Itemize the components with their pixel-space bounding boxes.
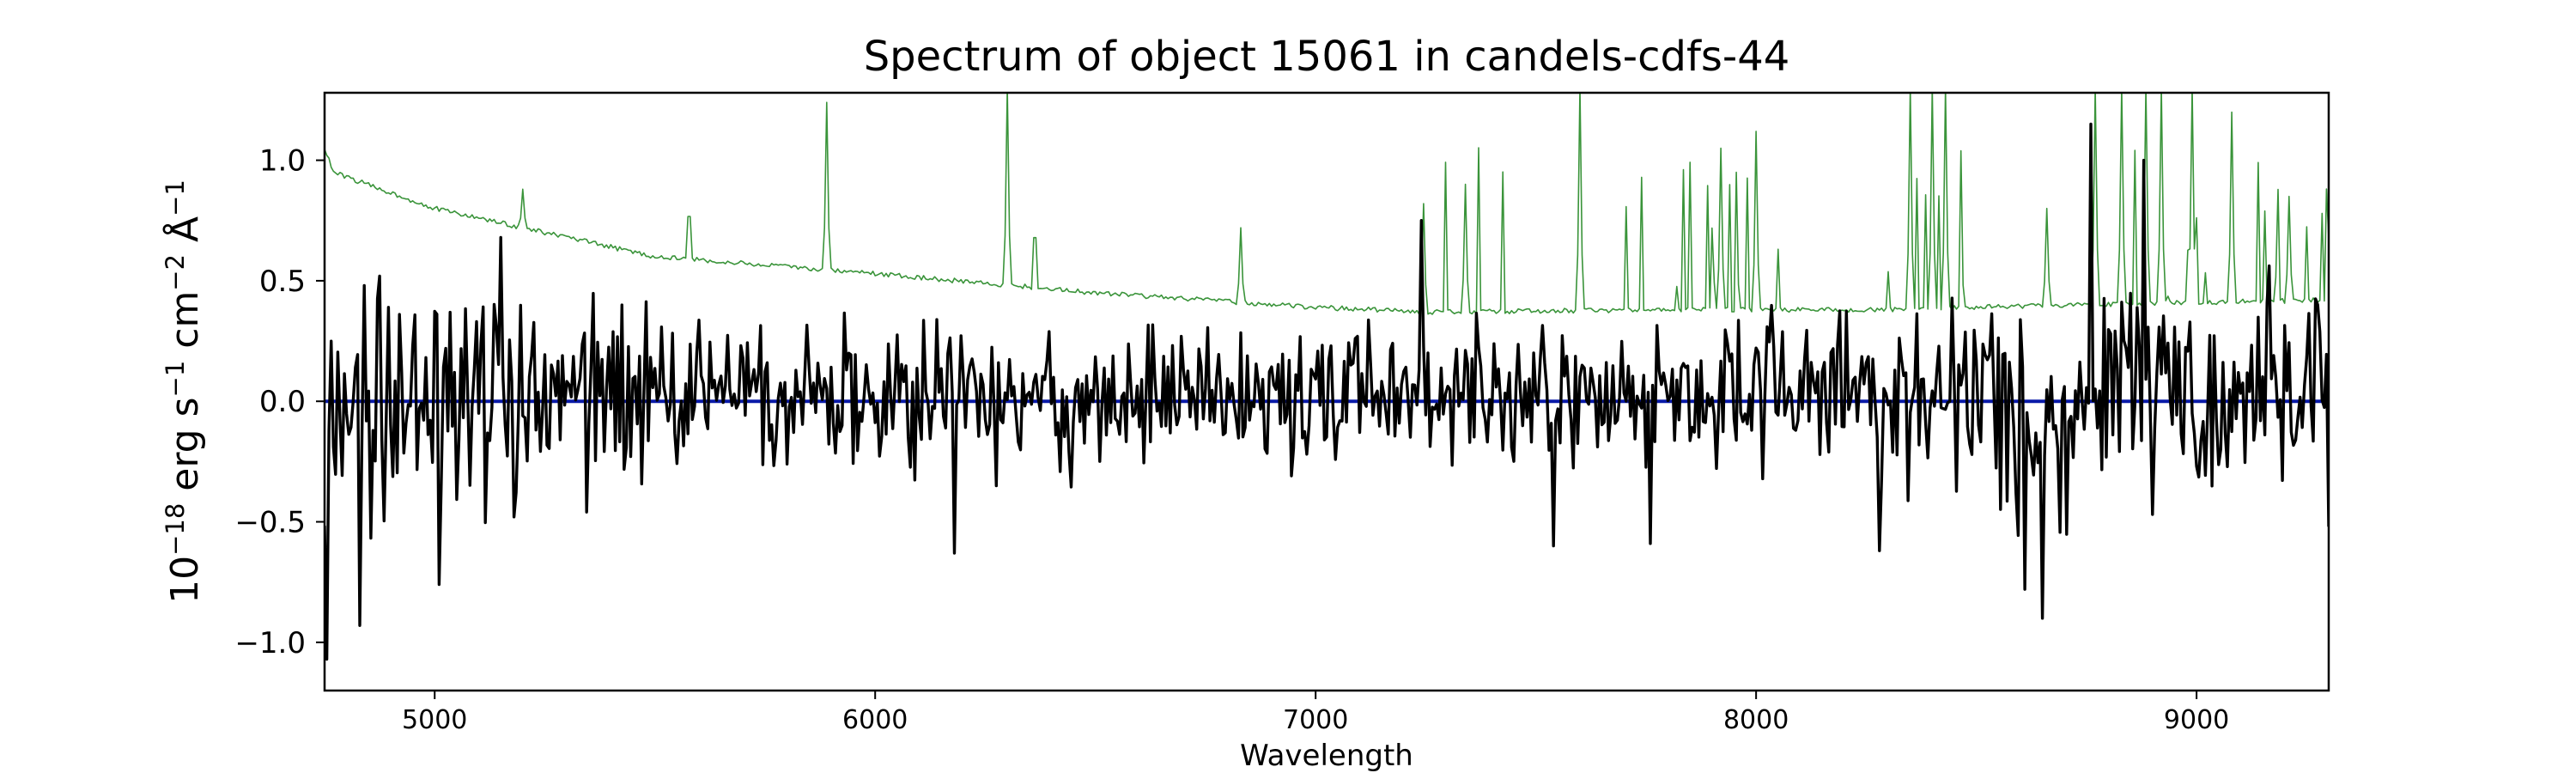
x-tick-label: 5000	[402, 705, 467, 735]
y-label-prefix: 10	[163, 556, 207, 604]
y-tick-label: −1.0	[234, 626, 306, 660]
flux-spectrum-line	[325, 122, 2329, 661]
plot-frame	[323, 91, 2330, 692]
y-tick-label: 0.5	[259, 265, 306, 299]
y-label-mid3: Å	[161, 216, 207, 254]
y-label-mid1: erg s	[163, 397, 207, 502]
y-tick-label: −0.5	[234, 506, 306, 540]
chart-title: Spectrum of object 15061 in candels-cdfs…	[864, 33, 1790, 81]
x-tick-label: 6000	[842, 705, 908, 735]
x-axis-label: Wavelength	[1240, 739, 1413, 773]
y-axis-label: 10−18 erg s−1 cm−2 Å−1	[161, 180, 207, 604]
noise-spectrum-line	[325, 93, 2329, 315]
y-tick-label: 0.0	[259, 385, 306, 419]
plot-lines	[325, 93, 2329, 661]
y-label-exp3: −2	[161, 254, 190, 291]
x-tick-label: 8000	[1723, 705, 1789, 735]
x-axis: 5000 6000 7000 8000 9000	[402, 691, 2229, 735]
y-label-exp1: −18	[161, 503, 190, 556]
y-label-mid2: cm	[163, 291, 207, 361]
x-tick-label: 9000	[2164, 705, 2229, 735]
y-axis: −1.0 −0.5 0.0 0.5 1.0	[234, 144, 325, 660]
y-tick-label: 1.0	[259, 144, 306, 179]
y-label-exp2: −1	[161, 361, 190, 398]
y-label-exp4: −1	[161, 180, 190, 216]
x-tick-label: 7000	[1283, 705, 1348, 735]
